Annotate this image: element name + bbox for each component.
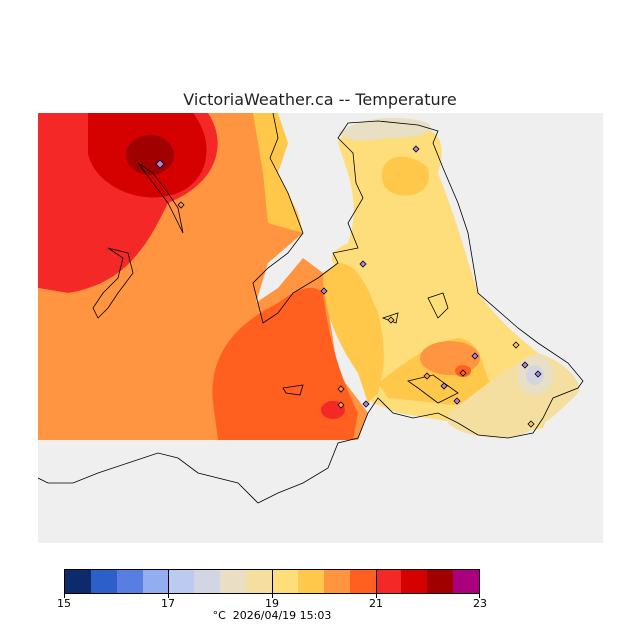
station-marker[interactable] (337, 385, 345, 393)
coastlines (38, 113, 584, 504)
station-marker[interactable] (534, 370, 542, 378)
color-scale-bar (64, 569, 480, 594)
temperature-map (38, 113, 603, 543)
station-marker[interactable] (320, 287, 328, 295)
colorbar-divider (479, 569, 480, 598)
colorbar-tick-label: 15 (57, 597, 71, 610)
unit-label: °C (212, 609, 226, 622)
station-marker[interactable] (423, 372, 431, 380)
colorbar-swatch (90, 570, 117, 593)
colorbar-swatch (142, 570, 169, 593)
station-marker[interactable] (453, 397, 461, 405)
colorbar-divider (64, 569, 65, 598)
colorbar-swatch (272, 570, 298, 593)
map-title: VictoriaWeather.ca -- Temperature (183, 90, 457, 109)
colorbar-tick-label: 17 (161, 597, 175, 610)
colorbar-tick-label: 23 (473, 597, 487, 610)
colorbar-divider (272, 569, 273, 598)
station-marker[interactable] (527, 420, 535, 428)
colorbar-swatch (427, 570, 454, 593)
station-marker[interactable] (359, 260, 367, 268)
colorbar-divider (168, 569, 169, 598)
station-marker[interactable] (521, 361, 529, 369)
colorbar-swatch (453, 570, 479, 593)
colorbar-swatch (246, 570, 272, 593)
colorbar-swatch (375, 570, 402, 593)
colorbar-tick-label: 21 (369, 597, 383, 610)
colorbar-divider (376, 569, 377, 598)
colorbar-tick-label: 19 (265, 597, 279, 610)
colorbar-swatch (401, 570, 428, 593)
colorbar-swatch (116, 570, 143, 593)
station-marker[interactable] (459, 369, 467, 377)
station-marker[interactable] (440, 382, 448, 390)
colorbar-swatch (297, 570, 324, 593)
station-marker[interactable] (177, 201, 185, 209)
station-marker[interactable] (412, 145, 420, 153)
station-marker[interactable] (337, 401, 345, 409)
station-marker[interactable] (362, 400, 370, 408)
colorbar-swatch (349, 570, 376, 593)
colorbar-swatch (323, 570, 350, 593)
timestamp: 2026/04/19 15:03 (232, 609, 332, 622)
station-marker[interactable] (155, 159, 165, 169)
station-markers (155, 145, 542, 428)
colorbar-swatch (194, 570, 221, 593)
colorbar-swatch (168, 570, 195, 593)
footer: °C 2026/04/19 15:03 (0, 609, 544, 622)
colorbar-swatch (65, 570, 91, 593)
station-marker[interactable] (471, 352, 479, 360)
colorbar-swatch (220, 570, 247, 593)
station-marker[interactable] (387, 316, 395, 324)
station-marker[interactable] (512, 341, 520, 349)
